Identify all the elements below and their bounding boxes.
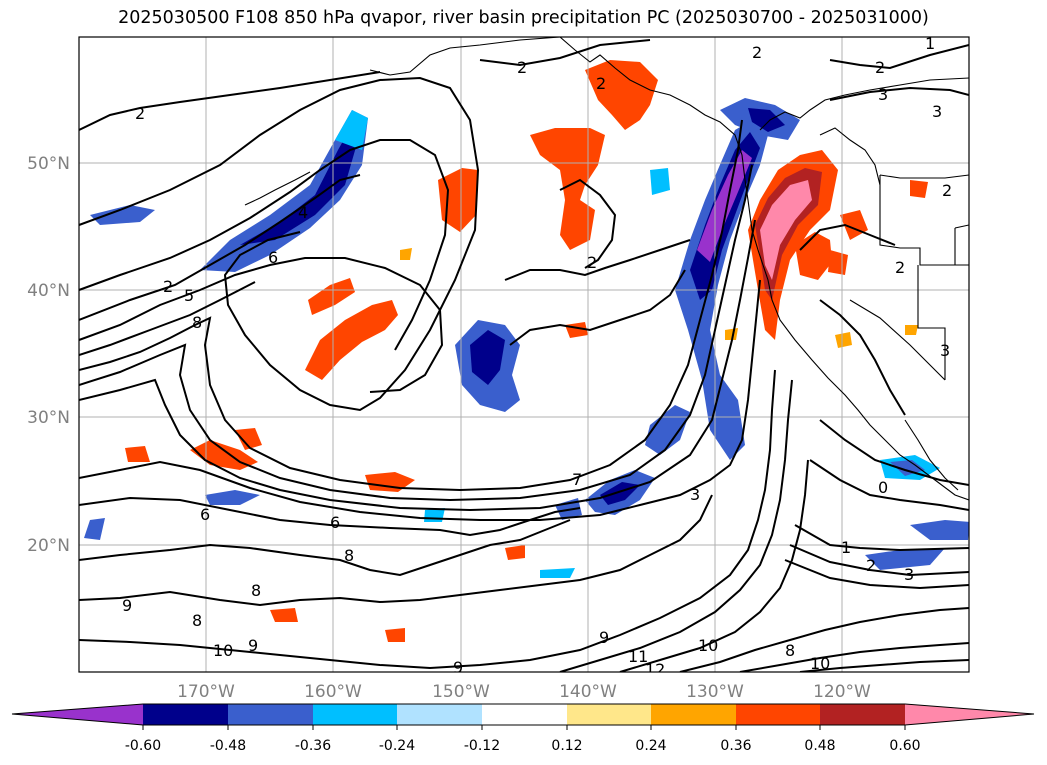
figure-title: 2025030500 F108 850 hPa qvapor, river ba… (118, 8, 929, 28)
lat-label: 30°N (27, 408, 70, 428)
lon-label: 130°W (686, 682, 744, 702)
lon-label: 140°W (559, 682, 617, 702)
colorbar-tick-label: 0.12 (551, 738, 582, 754)
contour-label: 3 (878, 85, 888, 104)
contour-label: 9 (599, 628, 609, 647)
contour-label: 2 (895, 258, 905, 277)
colorbar-tick-label: -0.60 (125, 738, 161, 754)
contour-label: 9 (453, 658, 463, 677)
colorbar-tick-label: -0.24 (379, 738, 415, 754)
gridlines (79, 37, 969, 672)
contour-label: 2 (517, 58, 527, 77)
colorbar-tick-label: -0.12 (464, 738, 500, 754)
colorbar-segment (482, 704, 567, 725)
colorbar-tick-label: 0.36 (720, 738, 751, 754)
contour-label: 10 (698, 636, 718, 655)
positive-precip-areas (125, 60, 928, 642)
latitude-labels: 50°N 40°N 30°N 20°N (27, 154, 70, 556)
lon-label: 170°W (177, 682, 235, 702)
contour-label: 2 (942, 181, 952, 200)
lon-label: 150°W (432, 682, 490, 702)
colorbar-extend-left (12, 704, 143, 725)
colorbar-segment (736, 704, 820, 725)
contour-label: 9 (248, 636, 258, 655)
longitude-labels: 170°W 160°W 150°W 140°W 130°W 120°W (177, 682, 871, 702)
contour-label: 2 (752, 43, 762, 62)
contour-label: 6 (268, 248, 278, 267)
contour-label: 2 (875, 58, 885, 77)
contour-label: 3 (904, 565, 914, 584)
contour-labels: 2 2 2 1 2 3 3 2 2 2 2 4 6 2 5 8 7 3 9 8 … (122, 34, 952, 679)
contour-label: 11 (628, 647, 648, 666)
colorbar-segment (397, 704, 482, 725)
contour-label: 8 (251, 581, 261, 600)
lat-label: 40°N (27, 281, 70, 301)
contour-label: 6 (200, 505, 210, 524)
contour-label: 3 (940, 341, 950, 360)
contour-label: 7 (572, 470, 582, 489)
contour-label: 8 (344, 546, 354, 565)
contour-label: 0 (878, 478, 888, 497)
colorbar-segment (313, 704, 397, 725)
contour-label: 2 (866, 556, 876, 575)
colorbar-segment (820, 704, 905, 725)
contour-label: 2 (596, 74, 606, 93)
contour-label: 6 (330, 513, 340, 532)
qvapor-contours (79, 39, 969, 672)
colorbar-tick-label: -0.48 (210, 738, 246, 754)
colorbar-tick-label: 0.60 (889, 738, 920, 754)
contour-label: 10 (810, 654, 830, 673)
colorbar-segment (143, 704, 228, 725)
contour-label: 8 (192, 313, 202, 332)
contour-label: 5 (184, 286, 194, 305)
map-content: 2 2 2 1 2 3 3 2 2 2 2 4 6 2 5 8 7 3 9 8 … (79, 34, 969, 679)
contour-label: 10 (213, 641, 233, 660)
contour-label: 9 (122, 596, 132, 615)
coastlines (244, 37, 969, 501)
colorbar: -0.60 -0.48 -0.36 -0.24 -0.12 0.12 0.24 … (11, 703, 1035, 754)
contour-label: 3 (932, 102, 942, 121)
contour-label: 1 (925, 34, 935, 53)
negative-precip-areas (84, 98, 969, 578)
map-background (79, 37, 969, 672)
map-frame (78, 36, 970, 673)
lon-label: 120°W (813, 682, 871, 702)
colorbar-segment (567, 704, 651, 725)
lat-label: 20°N (27, 536, 70, 556)
colorbar-tick-label: 0.24 (635, 738, 666, 754)
contour-label: 3 (690, 485, 700, 504)
colorbar-tick-label: -0.36 (295, 738, 331, 754)
lon-label: 160°W (304, 682, 362, 702)
contour-label: 12 (645, 660, 665, 679)
contour-label: 1 (841, 538, 851, 557)
contour-label: 2 (587, 253, 597, 272)
contour-label: 2 (135, 104, 145, 123)
contour-label: 8 (192, 611, 202, 630)
contour-label: 8 (785, 641, 795, 660)
contour-label: 4 (298, 203, 308, 222)
colorbar-extend-right (905, 704, 1034, 725)
lat-label: 50°N (27, 154, 70, 174)
colorbar-tick-label: 0.48 (804, 738, 835, 754)
contour-label: 2 (163, 277, 173, 296)
colorbar-segment (228, 704, 313, 725)
colorbar-segment (651, 704, 736, 725)
